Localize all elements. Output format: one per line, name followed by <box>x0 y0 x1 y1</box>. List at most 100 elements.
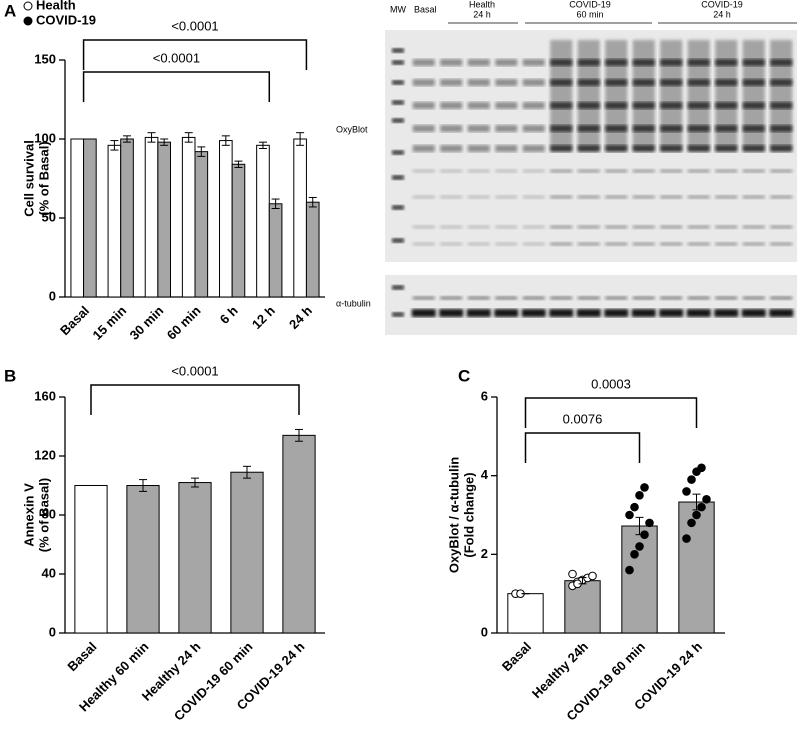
data-point <box>697 502 706 512</box>
y-tick-label: 150 <box>34 51 56 66</box>
blot-band <box>495 102 518 109</box>
blot-band <box>770 195 793 199</box>
blot-band <box>550 225 573 229</box>
blot-band <box>522 145 545 152</box>
blot-band <box>495 79 518 86</box>
blot-band <box>660 169 683 173</box>
bar <box>126 485 160 634</box>
blot-band <box>411 309 436 317</box>
significance-bracket <box>82 39 308 70</box>
blot-smear <box>770 40 793 150</box>
bar <box>507 593 544 634</box>
y-tick-label: 6 <box>481 388 488 403</box>
bar <box>70 138 85 298</box>
blot-band <box>577 225 600 229</box>
blot-band <box>687 195 710 199</box>
blot-band <box>522 242 545 246</box>
data-point <box>625 565 634 575</box>
blot-band <box>742 225 765 229</box>
blot-band <box>660 195 683 199</box>
blot-band <box>742 195 765 199</box>
x-tick-label: 6 h <box>217 303 241 327</box>
data-point <box>630 502 639 512</box>
y-tick-label: 0 <box>481 624 488 639</box>
blot-label: 24 h <box>473 9 491 19</box>
bar <box>305 201 320 298</box>
blot-band <box>440 296 463 300</box>
blot-band <box>605 296 628 300</box>
mw-marker <box>392 60 404 65</box>
data-point <box>682 487 691 496</box>
significance-label: 0.0076 <box>563 411 603 426</box>
blot-smear <box>715 40 738 150</box>
data-point <box>697 463 706 473</box>
blot-band <box>632 242 655 246</box>
blot-band <box>660 225 683 229</box>
panel-letter: B <box>4 366 16 385</box>
blot-band <box>715 169 738 173</box>
mw-marker <box>392 48 404 53</box>
blot-band <box>550 169 573 173</box>
blot-band <box>412 102 435 109</box>
blot-band <box>604 309 629 317</box>
blot-band <box>659 309 684 317</box>
blot-band <box>412 59 435 66</box>
data-point <box>692 510 701 520</box>
blot-band <box>769 309 794 317</box>
blot-band <box>687 225 710 229</box>
blot-band <box>467 242 490 246</box>
significance-label: <0.0001 <box>171 18 218 33</box>
blot-band <box>412 79 435 86</box>
legend-marker <box>23 1 33 11</box>
blot-band <box>522 102 545 109</box>
bar <box>268 203 283 298</box>
significance-label: 0.0003 <box>591 376 631 391</box>
blot-band <box>412 145 435 152</box>
blot-band <box>522 79 545 86</box>
blot-band <box>549 309 574 317</box>
blot-band <box>605 195 628 199</box>
bar <box>230 471 264 634</box>
blot-band <box>440 102 463 109</box>
panel-letter: A <box>4 1 16 20</box>
blot-smear <box>550 40 573 150</box>
mw-marker <box>392 80 404 85</box>
legend-marker <box>23 16 33 26</box>
blot-band <box>577 169 600 173</box>
blot-band <box>522 125 545 132</box>
bar <box>144 136 159 298</box>
y-axis-label: (% of Basal) <box>36 478 51 552</box>
blot-label: α-tubulin <box>336 298 371 308</box>
blot-band <box>495 125 518 132</box>
data-point <box>687 518 696 528</box>
blot-band <box>770 296 793 300</box>
bar <box>181 136 196 298</box>
blot-band <box>522 296 545 300</box>
blot-band <box>412 296 435 300</box>
bar <box>107 144 122 298</box>
blot-band <box>440 169 463 173</box>
blot-band <box>495 296 518 300</box>
data-point <box>645 518 654 528</box>
legend-label: Health <box>36 0 76 12</box>
blot-band <box>494 309 519 317</box>
mw-marker <box>392 118 404 123</box>
blot-band <box>632 195 655 199</box>
data-point <box>625 510 634 520</box>
blot-band <box>715 242 738 246</box>
blot-band <box>440 195 463 199</box>
blot-band <box>467 169 490 173</box>
blot-smear <box>605 40 628 150</box>
blot-label: 60 min <box>576 9 603 19</box>
bar <box>256 144 270 298</box>
bar <box>293 138 307 298</box>
bar <box>178 482 212 634</box>
blot-band <box>467 79 490 86</box>
mw-marker <box>392 238 404 243</box>
blot-band <box>467 195 490 199</box>
blot-band <box>467 125 490 132</box>
data-point <box>588 571 597 581</box>
x-tick-label: 60 min <box>164 303 204 343</box>
blot-band <box>577 296 600 300</box>
